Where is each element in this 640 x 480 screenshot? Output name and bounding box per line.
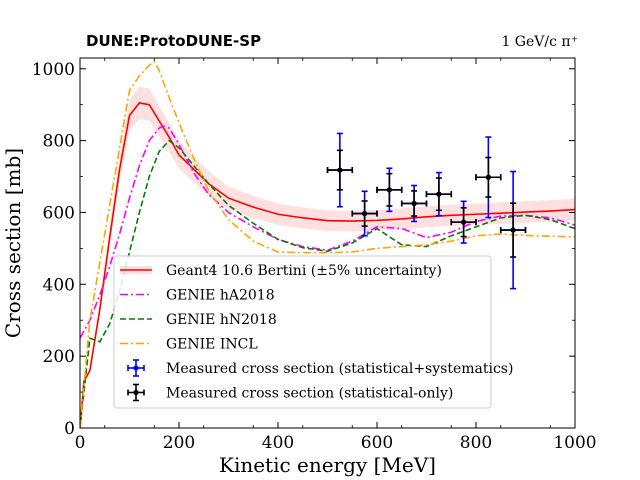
uncertainty-band-0 [80,86,575,428]
legend-label: GENIE hA2018 [166,288,275,304]
data-point-stat-only-2 [376,172,403,207]
x-tick-label: 600 [361,433,393,453]
data-point-stat-only-3 [400,190,428,217]
x-tick-label: 1000 [553,433,596,453]
y-tick-label: 800 [43,132,75,152]
chart-title-right: 1 GeV/c π⁺ [501,34,578,50]
y-tick-label: 1000 [32,60,75,80]
y-tick-label: 400 [43,275,75,295]
legend-entry-1: GENIE hA2018 [120,288,275,304]
legend-entry-5: Measured cross section (statistical-only… [127,383,453,402]
legend-swatch [133,365,139,371]
legend-entry-3: GENIE INCL [120,337,258,353]
legend-label: Geant4 10.6 Bertini (±5% uncertainty) [166,263,442,279]
series-line-0 [80,102,575,428]
data-point-stat-only-4 [425,177,453,212]
chart-title-left: DUNE:ProtoDUNE-SP [86,32,261,50]
x-axis-label: Kinetic energy [MeV] [219,453,436,477]
x-tick-label: 800 [460,433,492,453]
series-line-3 [80,60,575,428]
data-point-stat-only-5 [450,206,477,238]
y-axis-label: Cross section [mb] [1,148,25,338]
x-tick-label: 200 [163,433,195,453]
y-tick-label: 600 [43,203,75,223]
series-line-1 [80,125,575,339]
plot-frame [79,57,576,429]
x-tick-label: 0 [75,433,86,453]
legend: Geant4 10.6 Bertini (±5% uncertainty) GEN… [113,255,513,409]
y-tick-label: 200 [43,347,75,367]
data-point-stat-only-7 [499,202,527,258]
legend-label: GENIE INCL [166,337,258,353]
legend-label: Measured cross section (statistical+syst… [166,361,513,377]
legend-entry-4: Measured cross section (statistical+syst… [127,359,513,377]
legend-entry-0: Geant4 10.6 Bertini (±5% uncertainty) [120,263,442,279]
data-point-stat-only-1 [351,200,378,227]
legend-box [113,255,492,409]
legend-swatch [133,389,139,396]
legend-label: GENIE hN2018 [166,312,277,328]
legend-label: Measured cross section (statistical-only… [166,386,453,402]
x-tick-label: 400 [262,433,294,453]
data-point-stat-only-0 [326,149,354,191]
data-point-stat-only-6 [475,156,502,198]
y-tick-label: 0 [64,419,75,439]
legend-entry-2: GENIE hN2018 [120,312,277,328]
